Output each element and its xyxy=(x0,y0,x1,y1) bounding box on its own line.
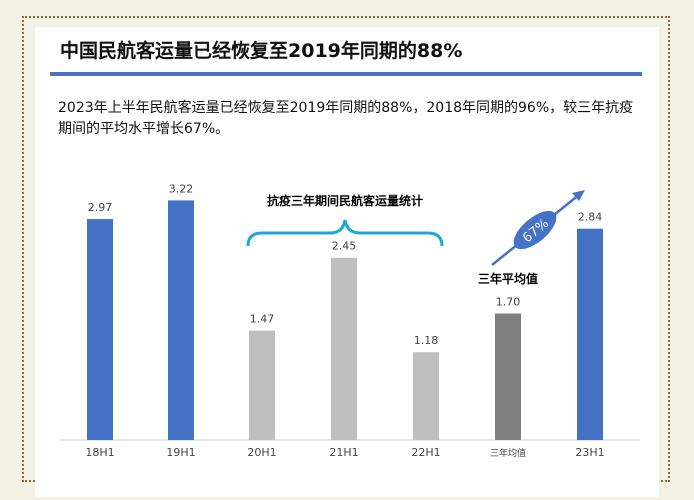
bar-0 xyxy=(87,219,113,440)
bar-2 xyxy=(249,330,275,440)
category-label: 22H1 xyxy=(411,446,440,459)
category-label: 19H1 xyxy=(166,446,195,459)
category-label: 三年均值 xyxy=(490,447,526,459)
bar-3 xyxy=(331,257,357,440)
data-label: 1.70 xyxy=(496,296,521,309)
arrow-head xyxy=(572,190,585,201)
bar-1 xyxy=(168,200,194,440)
data-label: 3.22 xyxy=(169,182,194,195)
page-title: 中国民航客运量已经恢复至2019年同期的88% xyxy=(60,40,463,62)
category-label: 18H1 xyxy=(85,446,114,459)
bar-6 xyxy=(577,228,603,440)
category-label: 21H1 xyxy=(329,446,358,459)
data-label: 1.47 xyxy=(250,313,275,326)
data-label: 1.18 xyxy=(414,334,439,347)
data-label: 2.84 xyxy=(578,211,603,224)
data-label: 2.45 xyxy=(332,240,357,253)
summary-paragraph: 2023年上半年民航客运量已经恢复至2019年同期的88%，2018年同期的96… xyxy=(58,100,634,137)
growth-ellipse xyxy=(513,210,557,250)
avg-label: 三年平均值 xyxy=(478,271,538,286)
category-label: 20H1 xyxy=(247,446,276,459)
bracket xyxy=(246,219,444,247)
bracket-label: 抗疫三年期间民航客运量统计 xyxy=(267,193,423,208)
title-divider xyxy=(50,72,642,76)
bar-4 xyxy=(413,352,439,440)
bar-5 xyxy=(495,313,521,440)
category-label: 23H1 xyxy=(575,446,604,459)
data-label: 2.97 xyxy=(88,201,113,214)
